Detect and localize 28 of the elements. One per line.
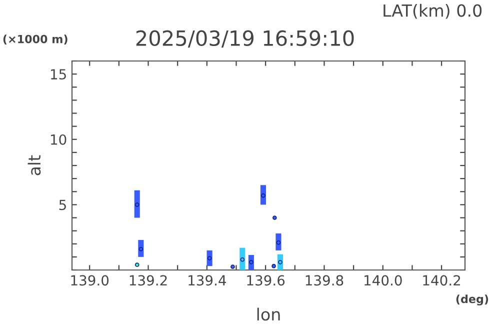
x-axis-title: lon bbox=[257, 308, 280, 321]
point bbox=[278, 260, 282, 264]
point bbox=[230, 264, 235, 269]
point bbox=[138, 246, 144, 252]
text: (deg) bbox=[456, 294, 488, 306]
point bbox=[134, 202, 140, 207]
text: (×1000 m) bbox=[3, 34, 68, 45]
x-tick-label: 139.0 bbox=[71, 275, 109, 286]
point bbox=[276, 240, 281, 245]
x-tick-label: 140.2 bbox=[423, 275, 460, 286]
chart-title: 2025/03/19 16:59:10 bbox=[136, 30, 354, 48]
point bbox=[240, 257, 245, 262]
y-tick-label: 10 bbox=[50, 134, 66, 145]
point bbox=[134, 262, 140, 267]
x-tick-label: 139.6 bbox=[247, 275, 285, 286]
point bbox=[207, 256, 212, 260]
y-tick-label: 5 bbox=[59, 200, 66, 210]
x-tick-label: 140.0 bbox=[364, 275, 402, 286]
chart-subtitle: LAT(km) 0.0 bbox=[384, 4, 482, 19]
point bbox=[249, 260, 254, 264]
x-tick-label: 139.2 bbox=[130, 275, 167, 286]
y-axis-title: alt bbox=[28, 155, 41, 176]
point bbox=[272, 216, 277, 220]
y-tick-label: 15 bbox=[50, 69, 66, 80]
x-tick-label: 139.8 bbox=[306, 275, 344, 286]
x-tick-label: 139.4 bbox=[188, 275, 226, 286]
point bbox=[261, 193, 266, 198]
point bbox=[272, 264, 276, 268]
